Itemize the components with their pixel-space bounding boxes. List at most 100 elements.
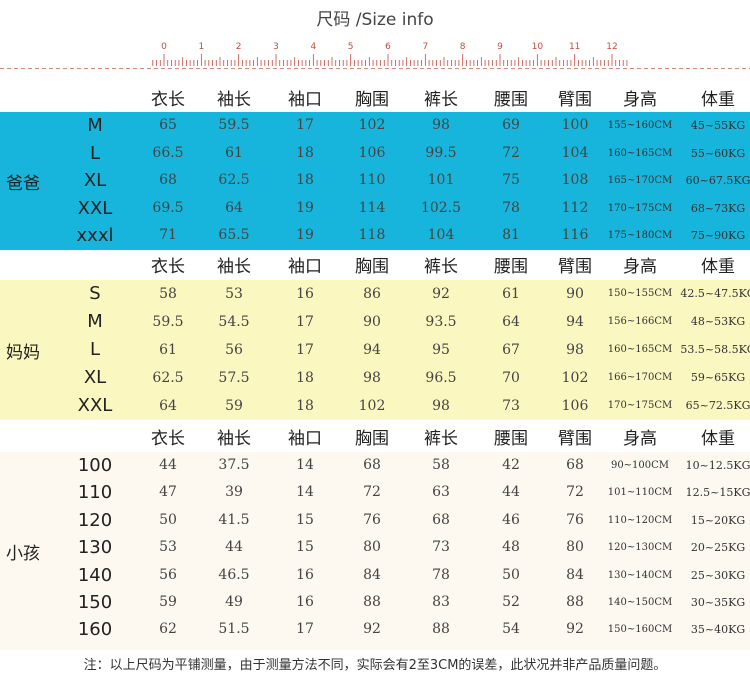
column-header: 袖长: [217, 90, 251, 110]
measurement-cell: 68: [363, 457, 381, 473]
measurement-cell: 88: [432, 621, 450, 638]
column-header-row: 衣长 袖长 袖口 胸围 裤长 腰围 臂围 身高 体重: [0, 87, 750, 113]
measurement-cell: 118: [358, 227, 386, 244]
measurement-cell: 46.5: [218, 566, 250, 583]
height-range-cell: 155~160CM: [607, 120, 673, 131]
column-header: 臂围: [558, 257, 592, 277]
measurement-cell: 69.5: [152, 199, 184, 216]
measurement-cell: 37.5: [218, 457, 250, 473]
footnote: 注：以上尺码为平铺测量，由于测量方法不同，实际会有2至3CM的误差，此状况并非产…: [83, 658, 667, 673]
column-header: 裤长: [424, 90, 458, 110]
height-range-cell: 175~180CM: [607, 230, 673, 242]
measurement-cell: 59.5: [152, 314, 184, 330]
column-header: 袖口: [288, 257, 322, 277]
measurement-cell: 95: [432, 342, 450, 358]
column-header: 衣长: [151, 429, 185, 449]
measurement-cell: 61: [159, 342, 177, 358]
group-band: [0, 452, 750, 650]
measurement-cell: 78: [432, 566, 450, 583]
measurement-cell: 65.5: [218, 227, 250, 244]
measurement-cell: 15: [296, 511, 314, 528]
measurement-cell: 61: [225, 144, 243, 161]
measurement-cell: 68: [566, 457, 584, 473]
measurement-cell: 46: [502, 511, 520, 528]
measurement-cell: 98: [566, 342, 584, 358]
column-header: 臂围: [558, 429, 592, 449]
group-band: [0, 280, 750, 420]
table-row: 150 59 49 16 88 83 52 88 140~150CM 30~35KG: [0, 589, 750, 616]
measurement-cell: 80: [363, 539, 381, 556]
table-row: XXL 64 59 18 102 98 73 106 170~175CM 65~72.5KG: [0, 392, 750, 420]
measurement-cell: 64: [502, 314, 520, 330]
size-label: XL: [83, 170, 107, 192]
size-label: 140: [77, 564, 113, 586]
column-header: 袖口: [288, 429, 322, 449]
measurement-cell: 51.5: [218, 621, 250, 638]
measurement-cell: 16: [296, 594, 314, 610]
measurement-cell: 112: [561, 199, 589, 216]
measurement-cell: 76: [566, 511, 584, 528]
measurement-cell: 68: [432, 511, 450, 528]
size-label: 120: [77, 509, 113, 531]
column-header: 胸围: [355, 429, 389, 449]
size-label: xxxl: [76, 225, 114, 247]
column-header: 身高: [623, 90, 657, 110]
measurement-cell: 98: [432, 117, 450, 133]
measurement-cell: 83: [432, 594, 450, 610]
table-row: 130 53 44 15 80 73 48 80 120~130CM 20~25KG: [0, 534, 750, 561]
column-header: 体重: [701, 429, 735, 449]
ruler-label: 2: [236, 42, 242, 52]
measurement-cell: 62.5: [152, 370, 184, 386]
ruler-label: 4: [310, 42, 316, 52]
column-header: 腰围: [494, 429, 528, 449]
weight-range-cell: 75~90KG: [690, 229, 746, 243]
measurement-cell: 50: [159, 511, 177, 528]
measurement-cell: 102: [561, 370, 589, 386]
column-header: 身高: [623, 429, 657, 449]
ruler-label: 12: [606, 42, 617, 52]
measurement-cell: 15: [296, 539, 314, 556]
table-row: 160 62 51.5 17 92 88 54 92 150~160CM 35~40KG: [0, 616, 750, 643]
size-label: M: [87, 115, 103, 136]
column-header: 臂围: [558, 90, 592, 110]
column-header: 胸围: [355, 90, 389, 110]
measurement-cell: 53: [225, 286, 243, 302]
column-header: 体重: [701, 90, 735, 110]
measurement-cell: 58: [432, 457, 450, 473]
table-row: XXL 69.5 64 19 114 102.5 78 112 170~175CM 68~73KG: [0, 195, 750, 223]
measurement-cell: 58: [159, 286, 177, 302]
page-title: 尺码 /Size info: [316, 10, 434, 30]
ruler-label: 6: [385, 42, 391, 52]
table-row: S 58 53 16 86 92 61 90 150~155CM 42.5~47.5KG: [0, 280, 750, 308]
table-row: XL 68 62.5 18 110 101 75 108 165~170CM 60~67.5KG: [0, 167, 750, 195]
measurement-cell: 44: [502, 484, 520, 501]
height-range-cell: 130~140CM: [607, 569, 673, 581]
measurement-cell: 19: [296, 227, 314, 244]
measurement-cell: 102: [358, 117, 386, 133]
table-row: xxxl 71 65.5 19 118 104 81 116 175~180CM 75~90KG: [0, 222, 750, 250]
measurement-cell: 104: [561, 144, 589, 161]
measurement-cell: 56: [225, 342, 243, 358]
column-header: 衣长: [151, 90, 185, 110]
measurement-cell: 69: [502, 117, 520, 133]
column-header: 裤长: [424, 429, 458, 449]
weight-range-cell: 42.5~47.5KG: [680, 287, 750, 300]
measurement-cell: 47: [159, 484, 177, 501]
measurement-cell: 96.5: [425, 370, 457, 386]
weight-range-cell: 10~12.5KG: [685, 459, 750, 472]
measurement-cell: 93.5: [425, 314, 457, 330]
weight-range-cell: 65~72.5KG: [685, 399, 750, 412]
column-header: 衣长: [151, 257, 185, 277]
table-row: L 66.5 61 18 106 99.5 72 104 160~165CM 55~60KG: [0, 140, 750, 168]
height-range-cell: 140~150CM: [607, 597, 673, 608]
measurement-cell: 106: [561, 398, 589, 414]
measurement-cell: 71: [159, 227, 177, 244]
height-range-cell: 101~110CM: [607, 487, 673, 499]
measurement-cell: 18: [296, 370, 314, 386]
ruler-label: 9: [497, 42, 503, 52]
measurement-cell: 17: [296, 342, 314, 358]
measurement-cell: 64: [159, 398, 177, 414]
measurement-cell: 56: [159, 566, 177, 583]
measurement-cell: 67: [502, 342, 520, 358]
ruler-label: 1: [198, 42, 204, 52]
